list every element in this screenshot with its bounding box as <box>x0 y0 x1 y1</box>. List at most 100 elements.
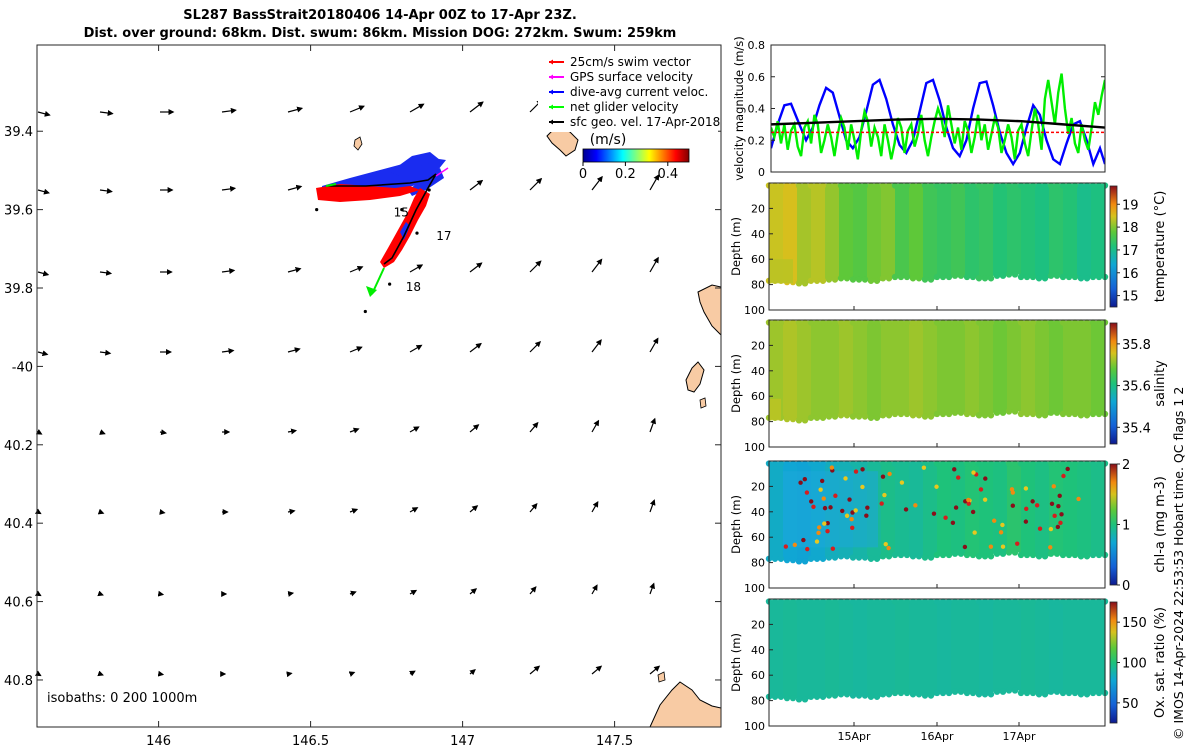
section-profile-top <box>813 460 821 467</box>
section-profile-bottom <box>903 689 911 697</box>
section-profile-top <box>861 319 869 326</box>
track-dot <box>415 231 419 235</box>
surface-velocity-arrow <box>97 590 104 597</box>
section-profile-top <box>1029 319 1037 326</box>
velocity-ytick-label: 0.2 <box>748 134 766 147</box>
section-profile-top <box>945 460 953 467</box>
surface-velocity-arrow <box>159 429 168 436</box>
section-profile-bottom <box>1095 689 1103 697</box>
surface-velocity-arrow <box>409 589 418 596</box>
chl-dot <box>1058 520 1063 526</box>
colorbar-tick-label: 17 <box>1122 244 1139 259</box>
surface-velocity-arrow <box>529 177 543 191</box>
section-profile-top <box>915 182 923 189</box>
track-day-label: 17 <box>436 229 451 243</box>
section-column <box>881 463 896 557</box>
section-profile-top <box>873 182 881 189</box>
surface-velocity-arrow <box>287 508 296 515</box>
section-profile-top <box>861 598 869 605</box>
section-profile-top <box>1053 598 1061 605</box>
section-profile-bottom <box>1071 689 1079 697</box>
section-profile-bottom <box>951 688 959 695</box>
velocity-series <box>771 73 1105 168</box>
section-profile-top <box>885 319 893 326</box>
surface-velocity-arrow <box>591 339 602 353</box>
section-profile-top <box>975 460 983 467</box>
section-profile-bottom <box>1023 689 1031 697</box>
land-islet-bottom <box>657 671 666 683</box>
chl-dot <box>1048 526 1054 532</box>
velocity-ylabel: velocity magnitude (m/s) <box>732 36 746 181</box>
surface-velocity-arrow <box>159 508 166 515</box>
section-column <box>1091 185 1106 277</box>
section-column <box>1077 463 1092 557</box>
section-profile-bottom <box>903 410 911 418</box>
section-profile-top <box>819 598 827 605</box>
chl-dot <box>1076 496 1081 502</box>
section-column <box>951 322 966 413</box>
section-profile-bottom <box>921 276 929 283</box>
section-profile-top <box>783 319 791 326</box>
section-profile-top <box>903 182 911 189</box>
section-profile-top <box>957 182 965 189</box>
section-profile-top <box>879 460 887 467</box>
colorbar-tick-label: 18 <box>1122 221 1139 236</box>
chl-dot <box>825 528 830 534</box>
chl-dot <box>814 539 820 544</box>
depth-ylabel: Depth (m) <box>729 217 743 276</box>
surface-velocity-arrow <box>469 505 479 513</box>
surface-velocity-arrow <box>529 421 539 433</box>
section-profile-bottom <box>1029 410 1037 418</box>
surface-velocity-arrow <box>221 107 237 114</box>
section-profile-bottom <box>885 553 893 560</box>
surface-velocity-arrow <box>591 501 599 513</box>
section-profile-bottom <box>915 275 923 282</box>
section-profile-bottom <box>1041 691 1049 698</box>
section-column <box>923 463 938 558</box>
section-profile-top <box>1035 319 1043 326</box>
surface-velocity-arrow <box>591 175 603 191</box>
colorbar-tick-label: 19 <box>1122 198 1139 213</box>
chl-dot <box>978 487 984 492</box>
section-column <box>839 185 854 279</box>
section-profile-top <box>855 182 863 189</box>
section-profile-bottom <box>801 417 809 424</box>
section-profile-top <box>927 182 935 189</box>
surface-velocity-arrow <box>221 268 236 275</box>
surface-velocity-arrow <box>409 344 423 353</box>
section-profile-top <box>891 182 899 189</box>
section-profile-top <box>837 182 845 189</box>
section-profile-top <box>981 460 989 467</box>
section-profile-top <box>1017 319 1025 326</box>
section-profile-top <box>801 182 809 189</box>
section-column <box>1049 322 1064 413</box>
chl-dot <box>934 484 939 489</box>
section-profile-top <box>813 319 821 326</box>
section-profile-top <box>801 319 809 326</box>
section-profile-bottom <box>1041 412 1049 419</box>
section-profile-bottom <box>981 553 989 560</box>
section-column <box>1021 185 1036 277</box>
section-profile-top <box>831 319 839 326</box>
section-profile-bottom <box>969 273 977 281</box>
section-profile-bottom <box>855 554 863 561</box>
section-profile-top <box>855 460 863 467</box>
section-profile-bottom <box>837 691 845 698</box>
legend-label: GPS surface velocity <box>570 70 693 84</box>
section-column <box>769 322 784 418</box>
depth-ylabel: Depth (m) <box>729 495 743 554</box>
section-profile-top <box>915 598 923 605</box>
section-column <box>909 601 924 695</box>
section-profile-top <box>1095 319 1103 326</box>
section-column <box>993 463 1008 554</box>
section-profile-top <box>981 319 989 326</box>
section-column <box>937 601 952 693</box>
warm-patch <box>769 259 793 284</box>
section-profile-bottom <box>849 554 857 561</box>
section-profile-bottom <box>945 551 953 559</box>
section-profile-bottom <box>957 272 965 279</box>
surface-velocity-arrow <box>469 179 484 191</box>
colorbar-tick-label: 150 <box>1122 616 1147 631</box>
section-column <box>979 322 994 416</box>
